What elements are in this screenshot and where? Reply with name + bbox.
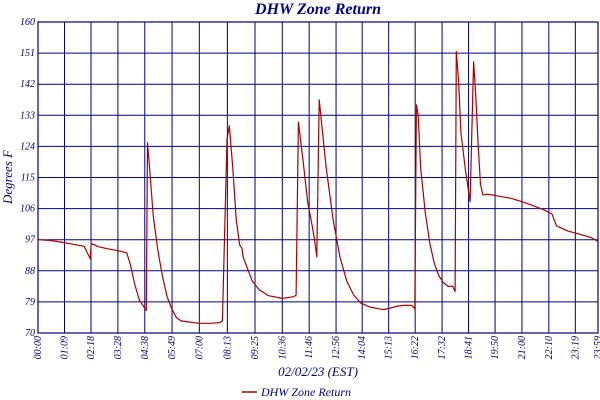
- x-tick-label: 03:28: [113, 336, 124, 359]
- x-tick-label: 19:50: [490, 336, 501, 359]
- y-tick-label: 142: [20, 79, 35, 90]
- x-tick-label: 07:00: [194, 336, 205, 359]
- series-line: [37, 50, 599, 324]
- x-axis-label: 02/02/23 (EST): [278, 364, 358, 379]
- legend: DHW Zone Return: [242, 385, 351, 399]
- y-tick-label: 160: [20, 17, 35, 28]
- x-tick-label: 18:41: [464, 336, 475, 359]
- y-tick-label: 70: [25, 328, 35, 339]
- y-tick-label: 124: [20, 141, 35, 152]
- x-tick-label: 08:13: [222, 336, 233, 359]
- y-tick-label: 106: [20, 204, 35, 215]
- y-tick-label: 133: [20, 110, 35, 121]
- x-tick-label: 04:38: [140, 336, 151, 359]
- x-tick-label: 01:09: [60, 336, 71, 359]
- y-tick-label: 115: [21, 173, 35, 184]
- x-tick-label: 09:25: [250, 336, 261, 359]
- y-tick-label: 151: [20, 48, 35, 59]
- y-tick-label: 97: [25, 235, 36, 246]
- chart-title: DHW Zone Return: [254, 1, 381, 18]
- x-tick-label: 10:36: [277, 336, 288, 359]
- series-layer: [37, 50, 599, 324]
- x-tick-labels: 00:00 01:09 02:18 03:28 04:38 05:49 07:00 08:13…: [33, 336, 600, 359]
- x-tick-label: 16:22: [410, 336, 421, 359]
- x-tick-label: 23:19: [570, 336, 581, 359]
- x-tick-label: 17:32: [437, 336, 448, 359]
- y-tick-label: 79: [25, 297, 35, 308]
- y-axis-label: Degrees F: [0, 149, 15, 205]
- x-tick-label: 23:59: [593, 336, 600, 359]
- y-tick-labels: 70 79 88 97 106 115 124 133 142 151 160: [20, 17, 36, 339]
- x-tick-label: 12:56: [331, 336, 342, 359]
- x-tick-label: 11:46: [304, 336, 315, 359]
- x-tick-label: 00:00: [33, 336, 44, 359]
- x-tick-label: 05:49: [167, 336, 178, 359]
- x-tick-label: 22:10: [544, 336, 555, 359]
- x-tick-label: 21:00: [517, 336, 528, 359]
- x-tick-label: 02:18: [86, 336, 97, 359]
- x-tick-label: 14:04: [357, 336, 368, 359]
- legend-label: DHW Zone Return: [260, 385, 351, 399]
- grid: [37, 21, 599, 334]
- y-tick-label: 88: [25, 266, 35, 277]
- x-tick-label: 15:13: [384, 336, 395, 359]
